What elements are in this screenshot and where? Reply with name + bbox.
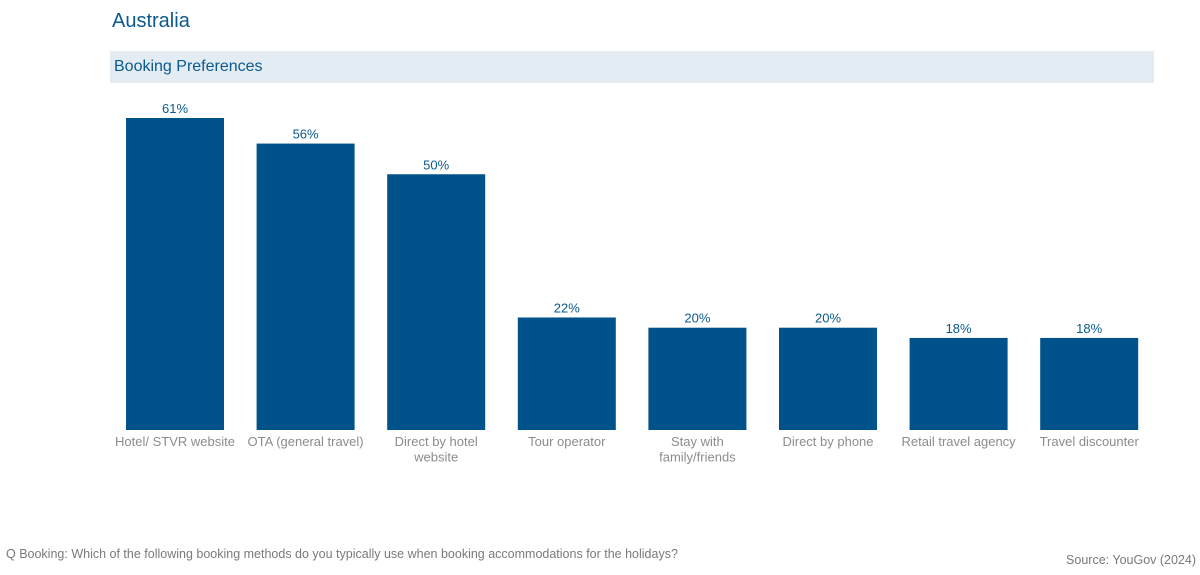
bar-value-label-7: 18% xyxy=(1076,321,1102,336)
category-label-line: Hotel/ STVR website xyxy=(115,434,235,449)
bar-1 xyxy=(256,143,355,430)
chart-title: Booking Preferences xyxy=(114,58,263,75)
category-label-line: Retail travel agency xyxy=(902,434,1017,449)
source-note: Source: YouGov (2024) xyxy=(1066,553,1196,567)
bar-4 xyxy=(648,327,747,430)
bar-value-label-5: 20% xyxy=(815,311,841,326)
bar-2 xyxy=(387,174,486,430)
category-label-0: Hotel/ STVR website xyxy=(115,434,235,449)
bar-7 xyxy=(1040,337,1139,430)
category-label-2: Direct by hotel website xyxy=(395,434,478,465)
category-label-7: Travel discounter xyxy=(1040,434,1140,449)
bar-value-label-4: 20% xyxy=(684,311,710,326)
category-label-3: Tour operator xyxy=(528,434,606,449)
bar-value-label-6: 18% xyxy=(946,321,972,336)
tick-labels-group: Hotel/ STVR website OTA (general travel) D… xyxy=(115,434,1139,465)
bar-value-label-0: 61% xyxy=(162,101,188,116)
bar-chart: 61% 56% 50% 22% 20% 20% 18% 18% Hotel/ STVR web… xyxy=(115,101,1139,465)
category-label-line: OTA (general travel) xyxy=(248,434,364,449)
category-label-line: Direct by phone xyxy=(782,434,873,449)
category-label-line: Tour operator xyxy=(528,434,606,449)
category-label-1: OTA (general travel) xyxy=(248,434,364,449)
bar-5 xyxy=(779,327,877,430)
page-title: Australia xyxy=(112,10,190,32)
question-footnote: Q Booking: Which of the following bookin… xyxy=(6,547,678,561)
category-label-line: Stay with xyxy=(671,434,724,449)
category-label-line: family/friends xyxy=(659,450,736,465)
category-label-5: Direct by phone xyxy=(782,434,873,449)
category-label-line: Direct by hotel xyxy=(395,434,478,449)
bar-6 xyxy=(909,337,1008,430)
bar-value-label-3: 22% xyxy=(554,300,580,315)
bars-group xyxy=(126,118,1139,430)
category-label-4: Stay with family/friends xyxy=(659,434,736,465)
bar-0 xyxy=(126,118,224,430)
category-label-line: website xyxy=(413,450,458,465)
bar-value-label-1: 56% xyxy=(293,127,319,142)
bar-value-label-2: 50% xyxy=(423,157,449,172)
bar-3 xyxy=(517,317,616,430)
value-labels-group: 61% 56% 50% 22% 20% 20% 18% 18% xyxy=(162,101,1103,336)
category-label-6: Retail travel agency xyxy=(902,434,1017,449)
chart-header: Booking Preferences xyxy=(110,51,1154,83)
category-label-line: Travel discounter xyxy=(1040,434,1140,449)
